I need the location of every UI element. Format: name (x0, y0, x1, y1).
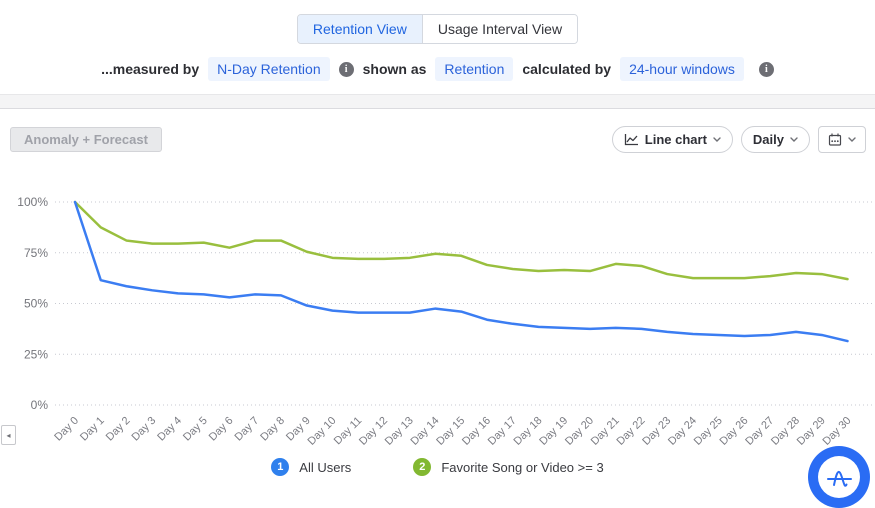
svg-text:Day 7: Day 7 (233, 415, 262, 444)
svg-text:Day 0: Day 0 (52, 415, 81, 444)
svg-text:Day 3: Day 3 (130, 415, 159, 444)
info-icon[interactable]: i (758, 61, 774, 77)
anomaly-forecast-button[interactable]: Anomaly + Forecast (10, 127, 162, 152)
chevron-down-icon (848, 137, 856, 142)
svg-text:Day 1: Day 1 (78, 415, 107, 444)
view-toggle-row: Retention View Usage Interval View (0, 0, 875, 44)
svg-text:75%: 75% (24, 246, 48, 260)
svg-text:Day 30: Day 30 (820, 415, 853, 448)
calendar-icon (828, 133, 842, 146)
series-2-badge: 2 (413, 458, 432, 476)
collapsed-panel-divider[interactable] (0, 94, 875, 109)
svg-text:Day 2: Day 2 (104, 415, 133, 444)
date-range-button[interactable] (818, 126, 866, 153)
chart-type-button[interactable]: Line chart (611, 126, 733, 153)
svg-text:0%: 0% (31, 398, 49, 412)
chart-controls: Line chart Daily (611, 126, 866, 153)
measured-by-label: ...measured by (101, 61, 200, 77)
svg-text:50%: 50% (24, 297, 48, 311)
legend-label: All Users (299, 459, 352, 475)
svg-text:Day 6: Day 6 (207, 415, 236, 444)
measure-type-pill[interactable]: N-Day Retention (208, 57, 330, 81)
amplitude-logo-inner (818, 456, 860, 498)
tab-usage-interval-view[interactable]: Usage Interval View (422, 15, 578, 43)
shown-as-pill[interactable]: Retention (435, 57, 514, 81)
interval-button[interactable]: Daily (740, 126, 810, 153)
svg-text:Day 10: Day 10 (305, 415, 338, 448)
window-type-pill[interactable]: 24-hour windows (620, 57, 744, 81)
chevron-down-icon (713, 137, 721, 142)
amplitude-logo-icon (826, 470, 852, 487)
chevron-down-icon (790, 137, 798, 142)
view-toggle: Retention View Usage Interval View (296, 14, 579, 44)
legend-item-all-users[interactable]: 1 All Users (271, 458, 351, 476)
tab-retention-view[interactable]: Retention View (297, 15, 423, 43)
legend-label: Favorite Song or Video >= 3 (441, 459, 604, 475)
svg-text:Day 8: Day 8 (258, 415, 287, 444)
series-1-badge: 1 (271, 458, 290, 476)
interval-label: Daily (752, 132, 784, 147)
svg-text:25%: 25% (24, 347, 48, 361)
line-chart-icon (624, 134, 638, 146)
svg-text:100%: 100% (17, 195, 48, 209)
chart-type-label: Line chart (644, 132, 707, 147)
amplitude-logo[interactable] (808, 446, 870, 508)
scroll-left-button[interactable]: ◂ (1, 425, 16, 445)
legend-item-favorite-song[interactable]: 2 Favorite Song or Video >= 3 (413, 458, 604, 476)
svg-text:Day 5: Day 5 (181, 415, 210, 444)
svg-text:Day 4: Day 4 (155, 415, 184, 444)
info-icon[interactable]: i (338, 61, 354, 77)
scroll-left-icon: ◂ (6, 430, 11, 440)
measurement-settings-bar: ...measured by N-Day Retention i shown a… (0, 44, 875, 94)
chart-legend: 1 All Users 2 Favorite Song or Video >= … (0, 458, 875, 476)
shown-as-label: shown as (362, 61, 427, 77)
calculated-by-label: calculated by (522, 61, 612, 77)
